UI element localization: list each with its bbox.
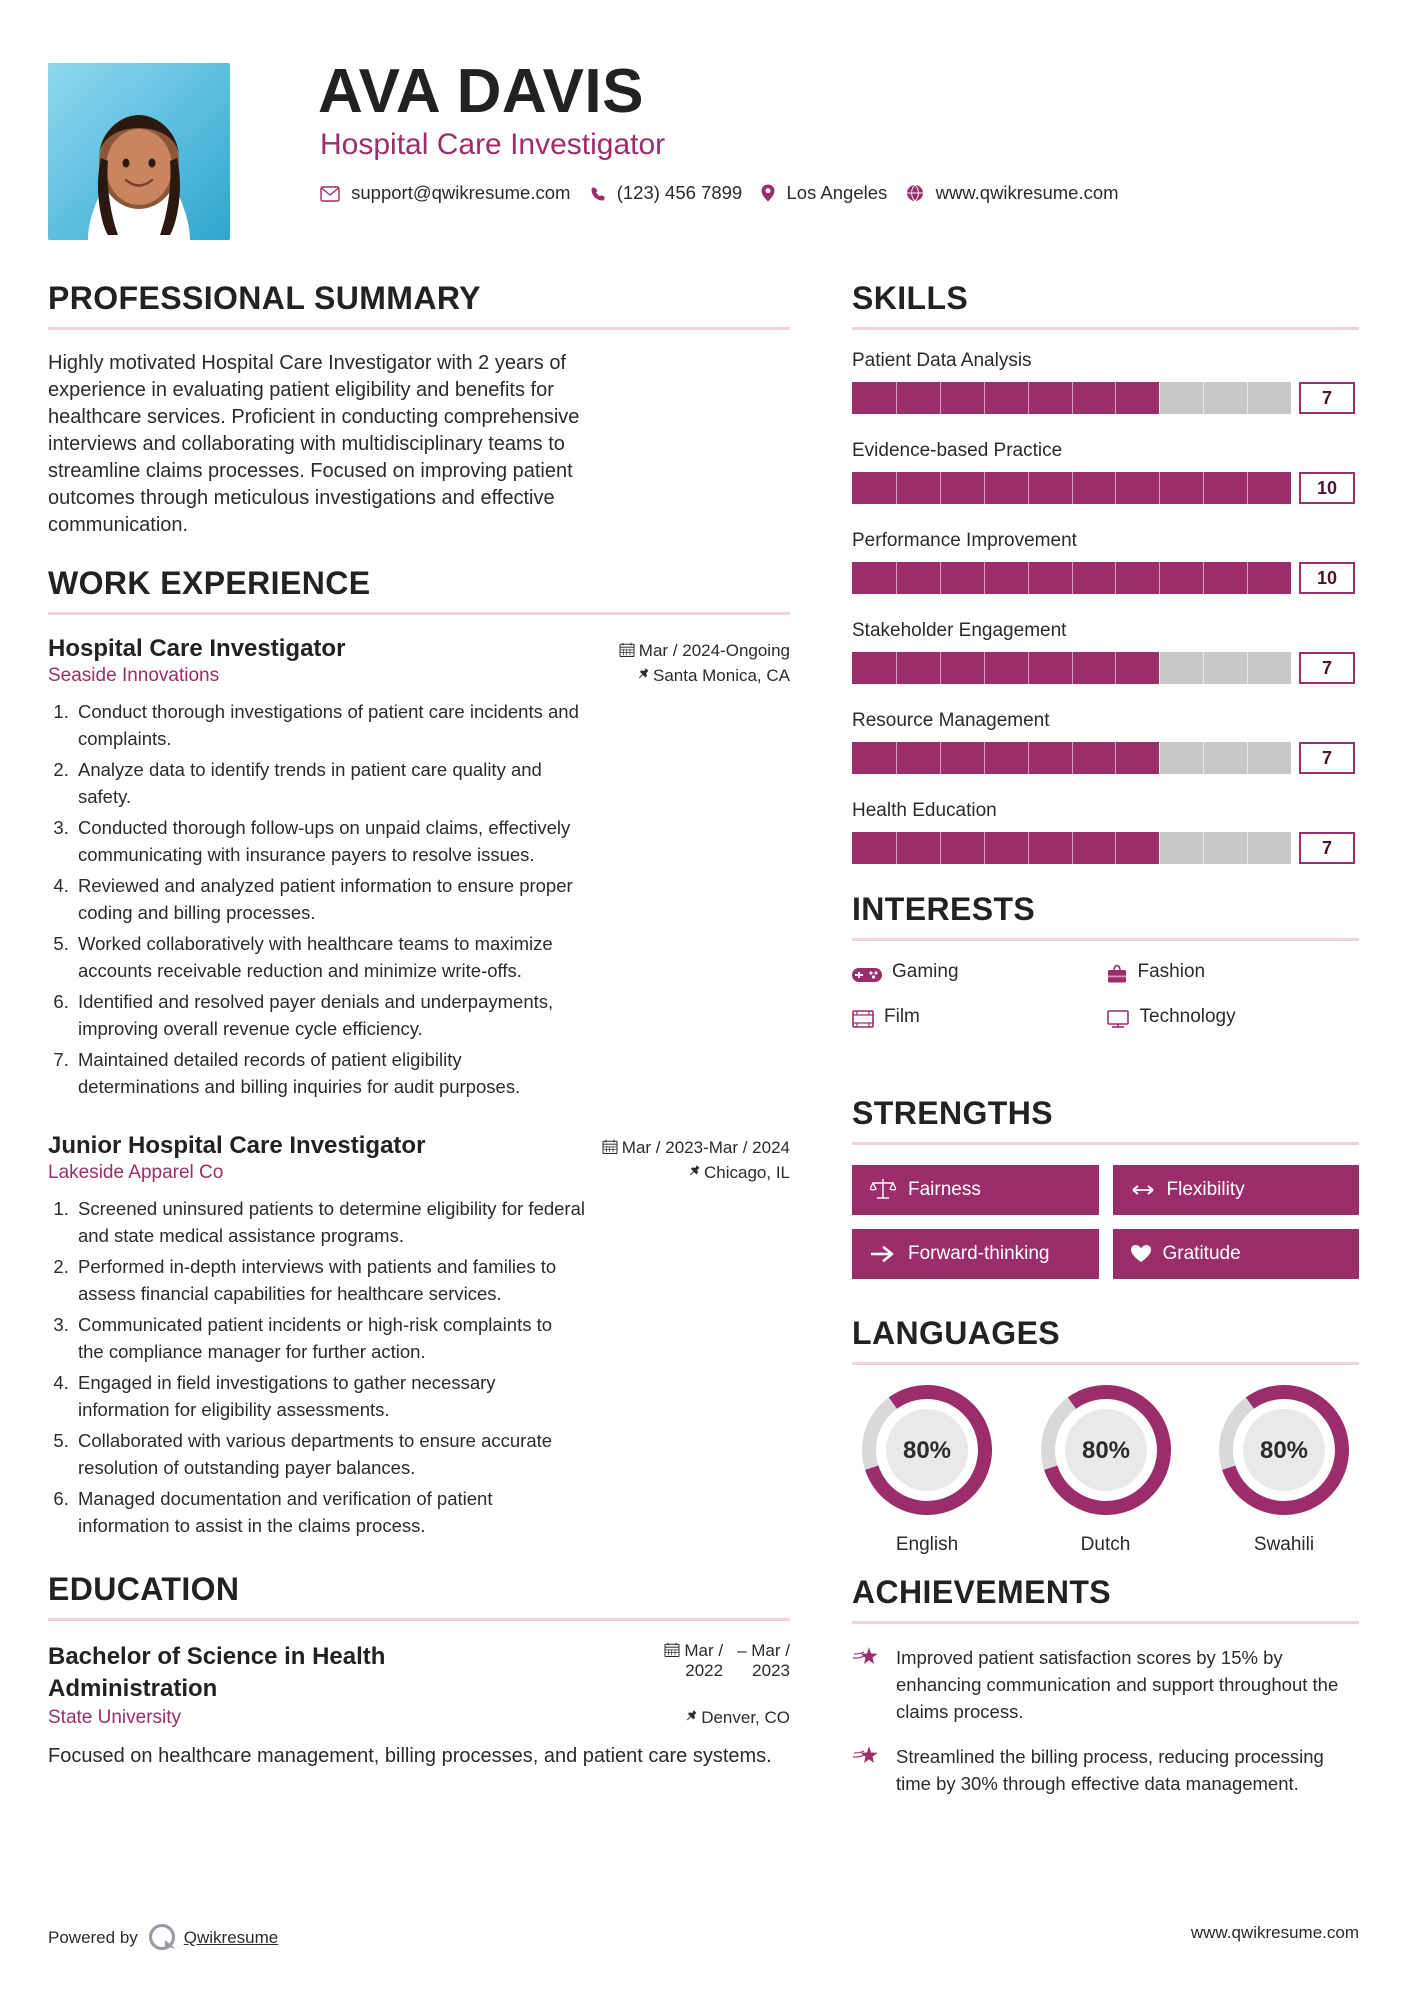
svg-text:80%: 80% [1260,1437,1308,1464]
svg-text:80%: 80% [1081,1437,1129,1464]
svg-text:80%: 80% [903,1437,951,1464]
